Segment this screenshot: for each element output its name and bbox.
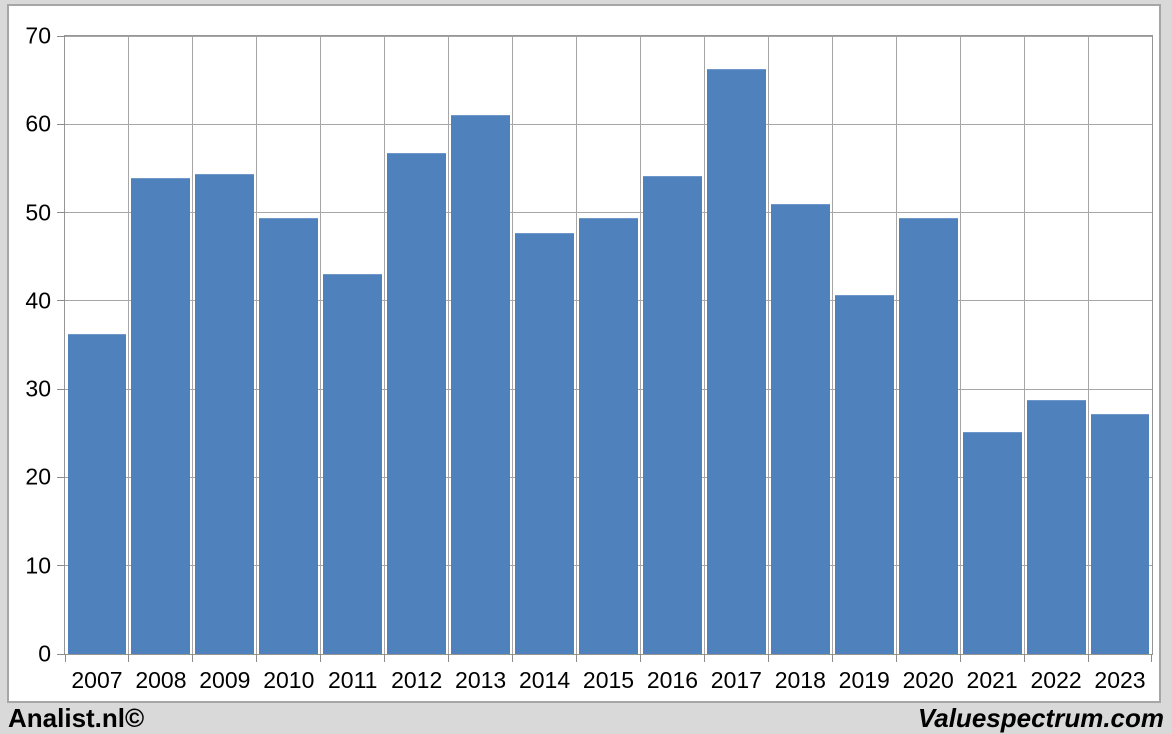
xtick-mark-5 [384,654,386,662]
xtick-mark-17 [1150,654,1152,662]
xtick-mark-4 [320,654,322,662]
xtick-mark-9 [639,654,641,662]
xtick-label-2007: 2007 [71,667,123,693]
xtick-mark-14 [959,654,961,662]
gridline-x-13 [895,36,897,654]
gridline-x-1 [128,36,130,654]
brand-analist: Analist.nl© [8,703,145,733]
xtick-label-2020: 2020 [902,667,954,693]
chart-panel: 0 10 20 30 40 50 60 70 2007 2008 2009 2010 2011 2012 2… [7,4,1161,703]
bar-2017 [706,68,766,654]
xtick-label-2015: 2015 [582,667,635,693]
bar-2013 [451,115,511,654]
gridline-x-7 [512,36,514,654]
ytick-label-40: 40 [25,287,51,314]
xtick-mark-7 [512,654,514,662]
gridline-x-2 [192,36,194,654]
gridline-y-70 [65,35,1152,37]
gridline-x-3 [256,36,258,654]
bar-2022 [1026,399,1086,654]
xtick-mark-3 [256,654,258,662]
bar-2023 [1090,413,1150,654]
ytick-mark-30 [57,388,65,390]
bar-2014 [515,232,575,654]
gridline-x-15 [1023,36,1025,654]
ytick-mark-0 [57,653,65,655]
ytick-mark-50 [57,212,65,214]
bar-2019 [834,294,894,654]
gridline-x-6 [448,36,450,654]
xtick-mark-12 [831,654,833,662]
xtick-mark-10 [703,654,705,662]
xtick-label-2022: 2022 [1030,667,1082,693]
gridline-x-14 [959,36,961,654]
bar-2016 [642,175,702,654]
ytick-mark-20 [57,476,65,478]
brand-valuespectrum: Valuespectrum.com [917,703,1164,733]
xtick-label-2010: 2010 [263,667,315,693]
gridline-x-11 [767,36,769,654]
xtick-label-2014: 2014 [518,667,571,693]
bar-2015 [579,217,638,654]
ytick-mark-10 [57,565,65,567]
xtick-mark-13 [895,654,897,662]
xtick-mark-2 [192,654,194,662]
gridline-y-50 [65,212,1152,214]
bar-2018 [770,203,830,654]
xtick-mark-6 [448,654,450,662]
xtick-label-2018: 2018 [774,667,826,693]
ytick-mark-70 [57,35,65,37]
gridline-x-12 [831,36,833,654]
xtick-label-2012: 2012 [391,667,443,693]
ytick-label-10: 10 [25,552,51,579]
gridline-x-9 [639,36,641,654]
xtick-label-2009: 2009 [199,667,251,693]
bar-2021 [962,431,1022,654]
xtick-label-2013: 2013 [455,667,507,693]
xtick-label-2021: 2021 [966,667,1018,693]
xtick-label-2016: 2016 [646,667,699,693]
gridline-y-60 [65,123,1152,125]
ytick-label-30: 30 [25,375,51,402]
ytick-label-0: 0 [38,640,51,667]
xtick-mark-11 [767,654,769,662]
xtick-label-2011: 2011 [328,667,378,693]
xtick-label-2008: 2008 [135,667,187,693]
xtick-mark-1 [128,654,130,662]
bar-2011 [323,274,383,654]
plot-area: 0 10 20 30 40 50 60 70 2007 2008 2009 2010 2011 2012 2… [25,24,1153,692]
ytick-mark-40 [57,300,65,302]
xtick-mark-15 [1023,654,1025,662]
bar-2009 [195,173,255,654]
xtick-mark-0 [64,654,66,662]
ytick-label-50: 50 [25,199,51,226]
xtick-mark-16 [1087,654,1089,662]
xtick-label-2023: 2023 [1094,667,1146,693]
gridline-x-5 [384,36,386,654]
attribution-bar: Analist.nl© Valuespectrum.com [0,703,1172,734]
bar-2007 [67,334,127,654]
bar-2012 [387,152,447,654]
ytick-label-20: 20 [25,463,51,490]
xtick-label-2017: 2017 [710,667,762,693]
ytick-label-60: 60 [25,110,51,137]
bar-2010 [259,217,319,654]
gridline-x-16 [1087,36,1089,654]
ytick-label-70: 70 [25,22,51,49]
bar-2008 [131,178,191,654]
gridline-x-10 [703,36,705,654]
xtick-label-2019: 2019 [838,667,890,693]
bar-2020 [898,217,958,654]
ytick-mark-60 [57,123,65,125]
gridline-x-8 [576,36,578,654]
gridline-x-4 [320,36,322,654]
xtick-mark-8 [576,654,578,662]
